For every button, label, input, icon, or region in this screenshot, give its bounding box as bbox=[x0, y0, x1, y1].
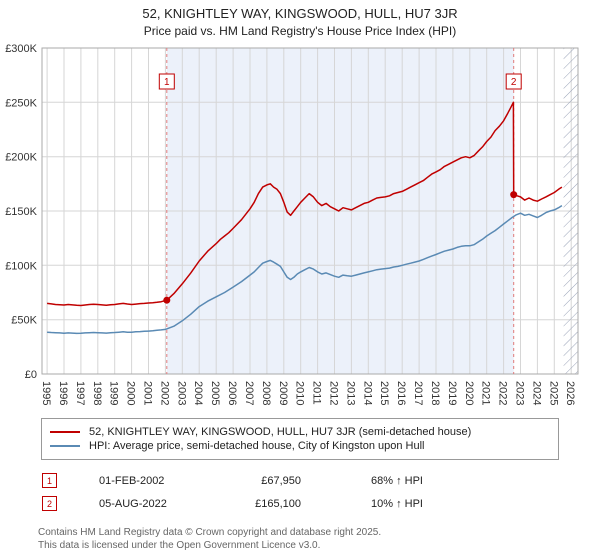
svg-text:2: 2 bbox=[511, 77, 517, 88]
legend-label: HPI: Average price, semi-detached house,… bbox=[89, 440, 425, 452]
transaction-price: £165,100 bbox=[255, 497, 301, 510]
x-tick-label: 2010 bbox=[294, 381, 306, 405]
legend-line-swatch bbox=[50, 445, 80, 447]
transaction-date: 01-FEB-2002 bbox=[99, 474, 165, 487]
chart-legend: 52, KNIGHTLEY WAY, KINGSWOOD, HULL, HU7 … bbox=[41, 418, 559, 460]
x-tick-label: 2015 bbox=[378, 381, 390, 405]
y-tick-label: £200K bbox=[5, 152, 37, 164]
x-tick-label: 2026 bbox=[564, 381, 576, 405]
x-tick-label: 2011 bbox=[311, 381, 323, 405]
x-tick-label: 2003 bbox=[175, 381, 187, 405]
x-tick-label: 2005 bbox=[209, 381, 221, 405]
sale-label-box-1 bbox=[158, 73, 175, 90]
x-tick-label: 2013 bbox=[344, 381, 356, 405]
x-tick-label: 2014 bbox=[361, 381, 373, 405]
page-subtitle: Price paid vs. HM Land Registry's House … bbox=[143, 24, 457, 38]
y-tick-label: £300K bbox=[5, 43, 37, 55]
x-tick-label: 2001 bbox=[142, 381, 154, 405]
x-tick-label: 2008 bbox=[260, 381, 272, 405]
x-tick-label: 2018 bbox=[429, 381, 441, 405]
x-tick-label: 2016 bbox=[395, 381, 407, 405]
sale-label-box-2 bbox=[505, 73, 522, 90]
transaction-row: 1 01-FEB-2002 £67,950 68% ↑ HPI bbox=[42, 469, 600, 492]
x-tick-label: 2019 bbox=[446, 381, 458, 405]
x-tick-label: 2021 bbox=[480, 381, 492, 405]
legend-line-swatch bbox=[50, 431, 80, 433]
transaction-date: 05-AUG-2022 bbox=[99, 497, 167, 510]
x-tick-label: 2025 bbox=[547, 381, 559, 405]
legend-label: 52, KNIGHTLEY WAY, KINGSWOOD, HULL, HU7 … bbox=[89, 426, 472, 438]
x-tick-label: 2000 bbox=[125, 381, 137, 405]
footer-line-2: This data is licensed under the Open Gov… bbox=[38, 540, 321, 551]
y-tick-label: £150K bbox=[5, 206, 37, 218]
transactions-table: 1 01-FEB-2002 £67,950 68% ↑ HPI 2 05-AUG-2022… bbox=[42, 469, 600, 515]
y-tick-label: £250K bbox=[5, 97, 37, 109]
x-tick-label: 2024 bbox=[530, 381, 542, 405]
transaction-hpi-delta: 10% ↑ HPI bbox=[371, 497, 423, 510]
legend-item: HPI: Average price, semi-detached house,… bbox=[50, 440, 550, 452]
sale-marker-2 bbox=[510, 191, 518, 199]
transaction-price: £67,950 bbox=[261, 474, 301, 487]
future-hatch-region bbox=[563, 48, 578, 374]
x-tick-label: 2022 bbox=[497, 381, 509, 405]
x-tick-label: 2020 bbox=[463, 381, 475, 405]
transaction-row: 2 05-AUG-2022 £165,100 10% ↑ HPI bbox=[42, 492, 600, 515]
x-tick-label: 2002 bbox=[158, 381, 170, 405]
footer: Contains HM Land Registry data © Crown c… bbox=[38, 526, 600, 552]
hpi-series-line bbox=[47, 204, 563, 335]
x-tick-label: 1997 bbox=[74, 381, 86, 405]
chart-header: 52, KNIGHTLEY WAY, KINGSWOOD, HULL, HU7 … bbox=[0, 0, 600, 38]
sale-marker-1 bbox=[163, 296, 171, 304]
x-tick-label: 2012 bbox=[328, 381, 340, 405]
y-tick-label: £50K bbox=[11, 315, 37, 327]
y-tick-label: £0 bbox=[25, 369, 37, 381]
x-tick-label: 1998 bbox=[91, 381, 103, 405]
transaction-number-badge: 1 bbox=[42, 473, 57, 488]
footer-line-1: Contains HM Land Registry data © Crown c… bbox=[38, 527, 382, 538]
x-tick-label: 2023 bbox=[514, 381, 526, 405]
legend-item: 52, KNIGHTLEY WAY, KINGSWOOD, HULL, HU7 … bbox=[50, 426, 550, 438]
transaction-number-badge: 2 bbox=[42, 496, 57, 511]
x-tick-label: 2004 bbox=[192, 381, 204, 405]
y-tick-label: £100K bbox=[5, 260, 37, 272]
price-series-line bbox=[47, 101, 563, 307]
transaction-hpi-delta: 68% ↑ HPI bbox=[371, 474, 423, 487]
page-title: 52, KNIGHTLEY WAY, KINGSWOOD, HULL, HU7 … bbox=[142, 6, 458, 21]
x-tick-label: 2009 bbox=[277, 381, 289, 405]
x-tick-label: 2007 bbox=[243, 381, 255, 405]
x-tick-label: 1999 bbox=[108, 381, 120, 405]
x-tick-label: 2006 bbox=[226, 381, 238, 405]
x-tick-label: 1996 bbox=[57, 381, 69, 405]
price-chart: 1 2 £0 £50K £100K £150K £200K £250K £300K 1995 199… bbox=[5, 43, 579, 405]
x-tick-label: 2017 bbox=[412, 381, 424, 405]
x-tick-label: 1995 bbox=[40, 381, 52, 405]
svg-text:1: 1 bbox=[164, 77, 170, 88]
